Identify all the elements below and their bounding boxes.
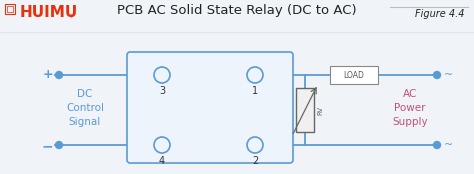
Text: 4: 4 [159,156,165,166]
Text: +: + [42,68,53,81]
Text: HUIMU: HUIMU [20,5,78,20]
Text: −: − [41,139,53,153]
Circle shape [154,137,170,153]
Text: ~: ~ [444,70,453,80]
Text: ~: ~ [444,140,453,150]
Text: DC
Control
Signal: DC Control Signal [66,89,104,127]
Circle shape [247,67,263,83]
Text: 3: 3 [159,86,165,96]
Bar [296,88,314,132]
Text: PCB AC Solid State Relay (DC to AC): PCB AC Solid State Relay (DC to AC) [117,4,357,17]
Text: 2: 2 [252,156,258,166]
Text: 1: 1 [252,86,258,96]
Text: ◦: ◦ [69,12,74,21]
Circle shape [247,137,263,153]
Text: AC
Power
Supply: AC Power Supply [392,89,428,127]
Text: RV: RV [317,105,323,114]
Text: Figure 4.4: Figure 4.4 [416,9,465,19]
FancyBboxPatch shape [127,52,293,163]
Text: LOAD: LOAD [344,70,365,80]
Bar [330,66,378,84]
Circle shape [55,141,63,148]
Circle shape [154,67,170,83]
Circle shape [434,141,440,148]
Circle shape [55,72,63,78]
Circle shape [434,72,440,78]
